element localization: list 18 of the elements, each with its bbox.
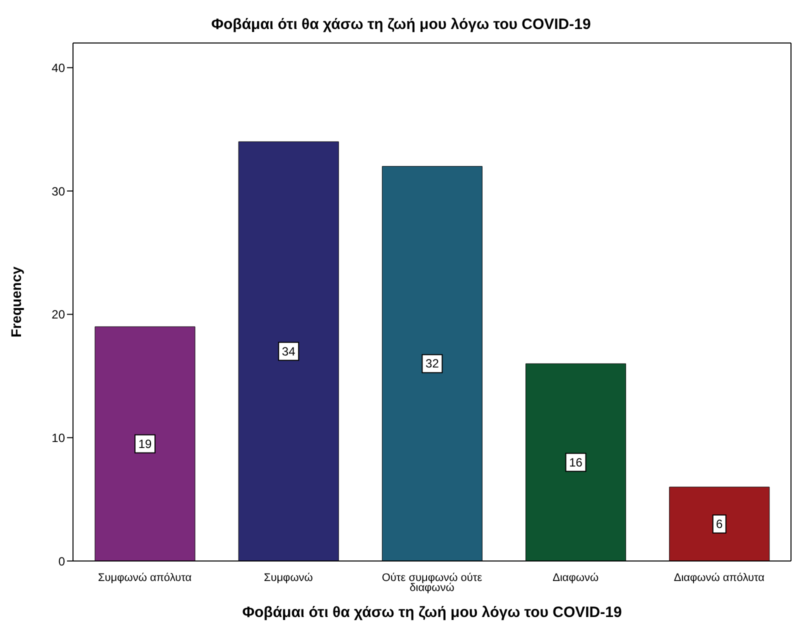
- y-tick-label: 40: [52, 60, 66, 75]
- y-axis-title: Frequency: [8, 266, 24, 338]
- chart-title: Φοβάμαι ότι θα χάσω τη ζωή μου λόγω του COVID-19: [210, 16, 592, 33]
- x-tick-label: Διαφωνώ απόλυτα: [674, 572, 766, 584]
- data-label: 16: [569, 455, 583, 470]
- y-tick-label: 10: [52, 430, 66, 445]
- data-label: 32: [426, 356, 440, 371]
- y-tick-label: 20: [52, 308, 66, 322]
- x-tick-label: Ούτε συμφωνώ ούτε διαφωνώ: [382, 572, 482, 594]
- x-tick-label: Διαφωνώ: [552, 572, 599, 584]
- data-label: 6: [716, 517, 724, 531]
- y-tick-label: 0: [58, 554, 66, 568]
- y-tick-label: 30: [52, 184, 66, 198]
- data-label: 34: [282, 344, 296, 358]
- data-label: 19: [138, 436, 152, 451]
- x-tick-label: Συμφωνώ: [264, 572, 314, 584]
- x-tick-label: Συμφωνώ απόλυτα: [98, 572, 192, 584]
- x-axis-title: Φοβάμαι ότι θα χάσω τη ζωή μου λόγω του COVID-19: [242, 604, 622, 621]
